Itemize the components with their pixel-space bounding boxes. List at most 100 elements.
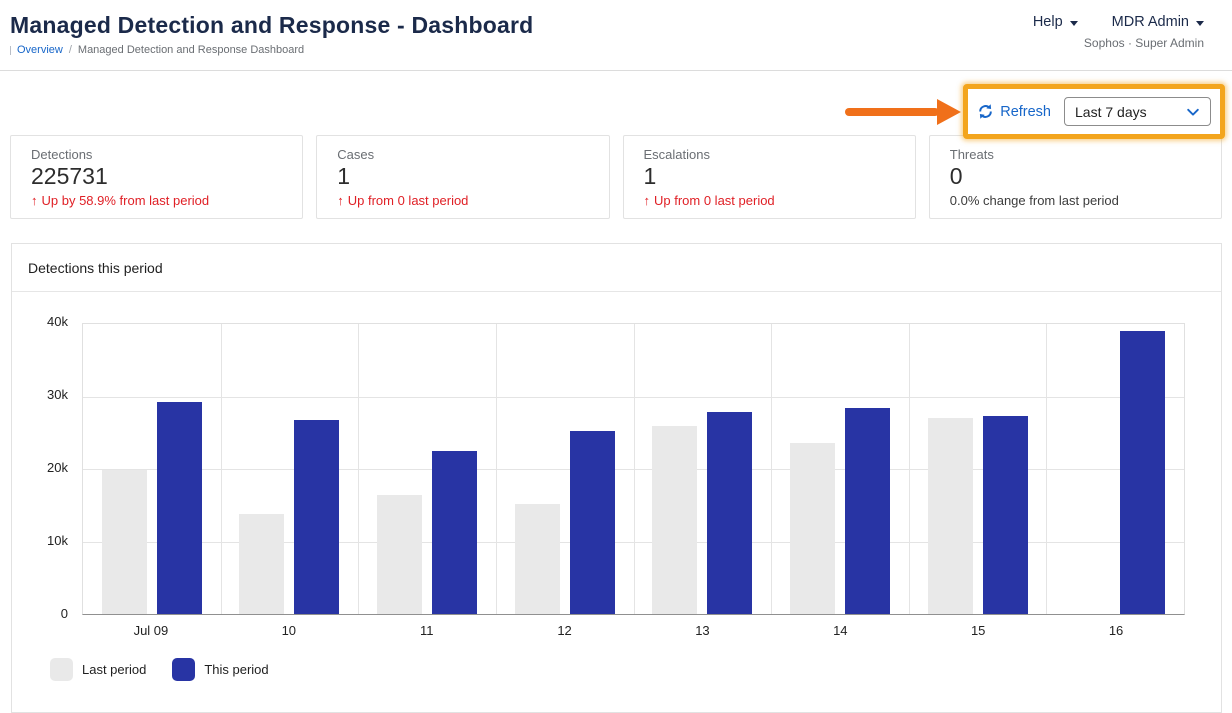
- bar-last-period: [927, 418, 973, 614]
- bar-last-period: [652, 426, 698, 614]
- bar-group-10: [221, 324, 359, 614]
- y-tick-label: 40k: [47, 314, 68, 329]
- x-axis-labels: Jul 09 10 11 12 13 14 15 16: [82, 623, 1185, 638]
- breadcrumb-edge-tick: [10, 45, 11, 55]
- bar-last-period: [101, 469, 147, 614]
- up-arrow-icon: ↑: [643, 193, 651, 208]
- account-menu-label: MDR Admin: [1111, 14, 1189, 30]
- legend-label: Last period: [82, 662, 147, 677]
- caret-down-icon: [1196, 20, 1204, 26]
- bar-group-13: [634, 324, 772, 614]
- page-header: Managed Detection and Response - Dashboa…: [0, 0, 1232, 56]
- bar-this-period: [432, 450, 478, 614]
- page-title: Managed Detection and Response - Dashboa…: [10, 12, 534, 38]
- bar-last-period: [514, 503, 560, 614]
- stat-cards-row: Detections 225731 ↑ Up by 58.9% from las…: [10, 135, 1222, 219]
- breadcrumb: Overview / Managed Detection and Respons…: [10, 44, 533, 56]
- gridline-vertical: [1046, 324, 1048, 614]
- stat-card-delta: ↑ Up from 0 last period: [644, 193, 895, 208]
- stat-card-value: 1: [643, 163, 657, 189]
- stat-card-cases: Cases 1 ↑ Up from 0 last period: [316, 135, 610, 219]
- stat-card-threats: Threats 0 0.0% change from last period: [928, 135, 1222, 219]
- toolbar: Refresh Last 7 days: [844, 84, 1225, 139]
- x-tick-label: 15: [970, 623, 986, 638]
- stat-card-delta: 0.0% change from last period: [950, 193, 1201, 208]
- help-menu-label: Help: [1032, 14, 1063, 30]
- stat-card-escalations: Escalations 1 ↑ Up from 0 last period: [622, 135, 916, 219]
- breadcrumb-link-overview[interactable]: Overview: [17, 44, 63, 56]
- chart-legend: Last period This period: [50, 658, 295, 681]
- chart-title: Detections this period: [28, 260, 163, 276]
- bar-last-period: [789, 442, 835, 614]
- refresh-button[interactable]: Refresh: [977, 103, 1051, 120]
- period-select[interactable]: Last 7 days: [1064, 97, 1211, 126]
- chevron-down-icon: [1187, 108, 1199, 116]
- x-tick-label: 12: [557, 623, 572, 638]
- legend-swatch: [172, 658, 196, 681]
- header-right: Help MDR Admin Sophos · Super Admin: [1033, 12, 1204, 56]
- gridline-vertical: [771, 324, 773, 614]
- x-tick-label: Jul 09: [133, 623, 169, 638]
- stat-card-delta-text: 0.0% change from last period: [949, 193, 1119, 208]
- x-tick-label: 10: [281, 623, 297, 638]
- legend-item: Last period: [50, 658, 146, 681]
- bar-group-12: [496, 324, 634, 614]
- plot-area: [82, 323, 1185, 615]
- gridline-vertical: [633, 324, 635, 614]
- gridline-vertical: [495, 324, 497, 614]
- bar-this-period: [294, 420, 340, 614]
- annotation-arrow: [845, 98, 962, 125]
- x-tick-label: 11: [419, 623, 434, 638]
- stat-card-label: Threats: [949, 147, 994, 162]
- bar-this-period: [707, 412, 753, 614]
- bar-this-period: [569, 431, 615, 614]
- y-tick-label: 30k: [47, 387, 68, 402]
- detections-chart-panel: Detections this period 40k 30k 20k 10k 0 Jul…: [11, 243, 1222, 713]
- stat-card-label: Detections: [31, 147, 93, 162]
- header-divider: [0, 70, 1232, 71]
- period-select-value: Last 7 days: [1075, 103, 1147, 120]
- legend-item: This period: [172, 658, 269, 681]
- annotation-highlight-box: Refresh Last 7 days: [963, 84, 1225, 139]
- stat-card-delta-text: Up from 0 last period: [654, 193, 775, 208]
- x-tick-label: 14: [833, 623, 848, 638]
- stat-card-value: 0: [949, 163, 963, 189]
- legend-swatch: [50, 658, 73, 681]
- gridline-vertical: [908, 324, 910, 614]
- stat-card-label: Escalations: [643, 147, 710, 162]
- bar-group-15: [909, 324, 1047, 614]
- stat-card-detections: Detections 225731 ↑ Up by 58.9% from las…: [10, 135, 304, 219]
- stat-card-value: 1: [337, 163, 351, 189]
- stat-card-delta-text: Up from 0 last period: [347, 193, 469, 208]
- y-tick-label: 10k: [47, 533, 68, 548]
- bar-groups: [83, 324, 1184, 614]
- legend-label: This period: [204, 662, 269, 677]
- y-tick-label: 20k: [47, 460, 68, 475]
- bar-last-period: [377, 495, 423, 614]
- up-arrow-icon: ↑: [337, 193, 344, 208]
- stat-card-delta: ↑ Up from 0 last period: [337, 193, 588, 208]
- bar-group-14: [771, 324, 909, 614]
- bar-group-11: [358, 324, 496, 614]
- stat-card-delta: ↑ Up by 58.9% from last period: [31, 193, 282, 208]
- bar-group-jul-09: [83, 324, 221, 614]
- gridline-vertical: [220, 324, 222, 614]
- x-tick-label: 16: [1108, 623, 1124, 638]
- bar-this-period: [844, 408, 890, 614]
- account-menu[interactable]: MDR Admin: [1112, 14, 1204, 30]
- help-menu[interactable]: Help: [1033, 14, 1078, 30]
- chart-header: Detections this period: [12, 244, 1221, 292]
- breadcrumb-current: Managed Detection and Response Dashboard: [77, 44, 305, 56]
- y-tick-label: 0: [60, 606, 68, 621]
- bar-this-period: [982, 416, 1028, 614]
- refresh-icon: [979, 104, 993, 119]
- gridline-vertical: [358, 324, 360, 614]
- caret-down-icon: [1069, 20, 1078, 26]
- refresh-label: Refresh: [1000, 103, 1051, 120]
- breadcrumb-separator: /: [68, 44, 72, 56]
- account-subtitle: Sophos · Super Admin: [1083, 36, 1204, 50]
- stat-card-label: Cases: [337, 147, 375, 162]
- chart-body: 40k 30k 20k 10k 0 Jul 09 10 11 12 13 14 15 16 Last …: [12, 292, 1221, 702]
- bar-last-period: [239, 513, 285, 614]
